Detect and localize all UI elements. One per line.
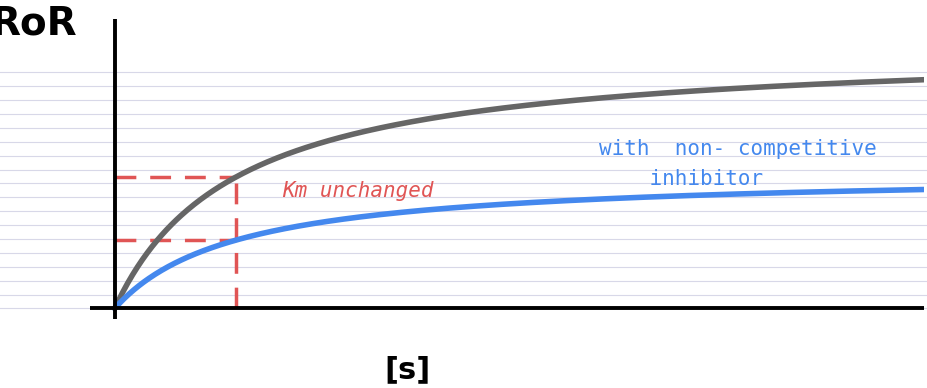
Text: with  non- competitive
    inhibitor: with non- competitive inhibitor [598, 139, 876, 189]
Text: RoR: RoR [0, 4, 77, 42]
Text: Km unchanged: Km unchanged [282, 181, 433, 201]
Text: [s]: [s] [384, 355, 430, 384]
